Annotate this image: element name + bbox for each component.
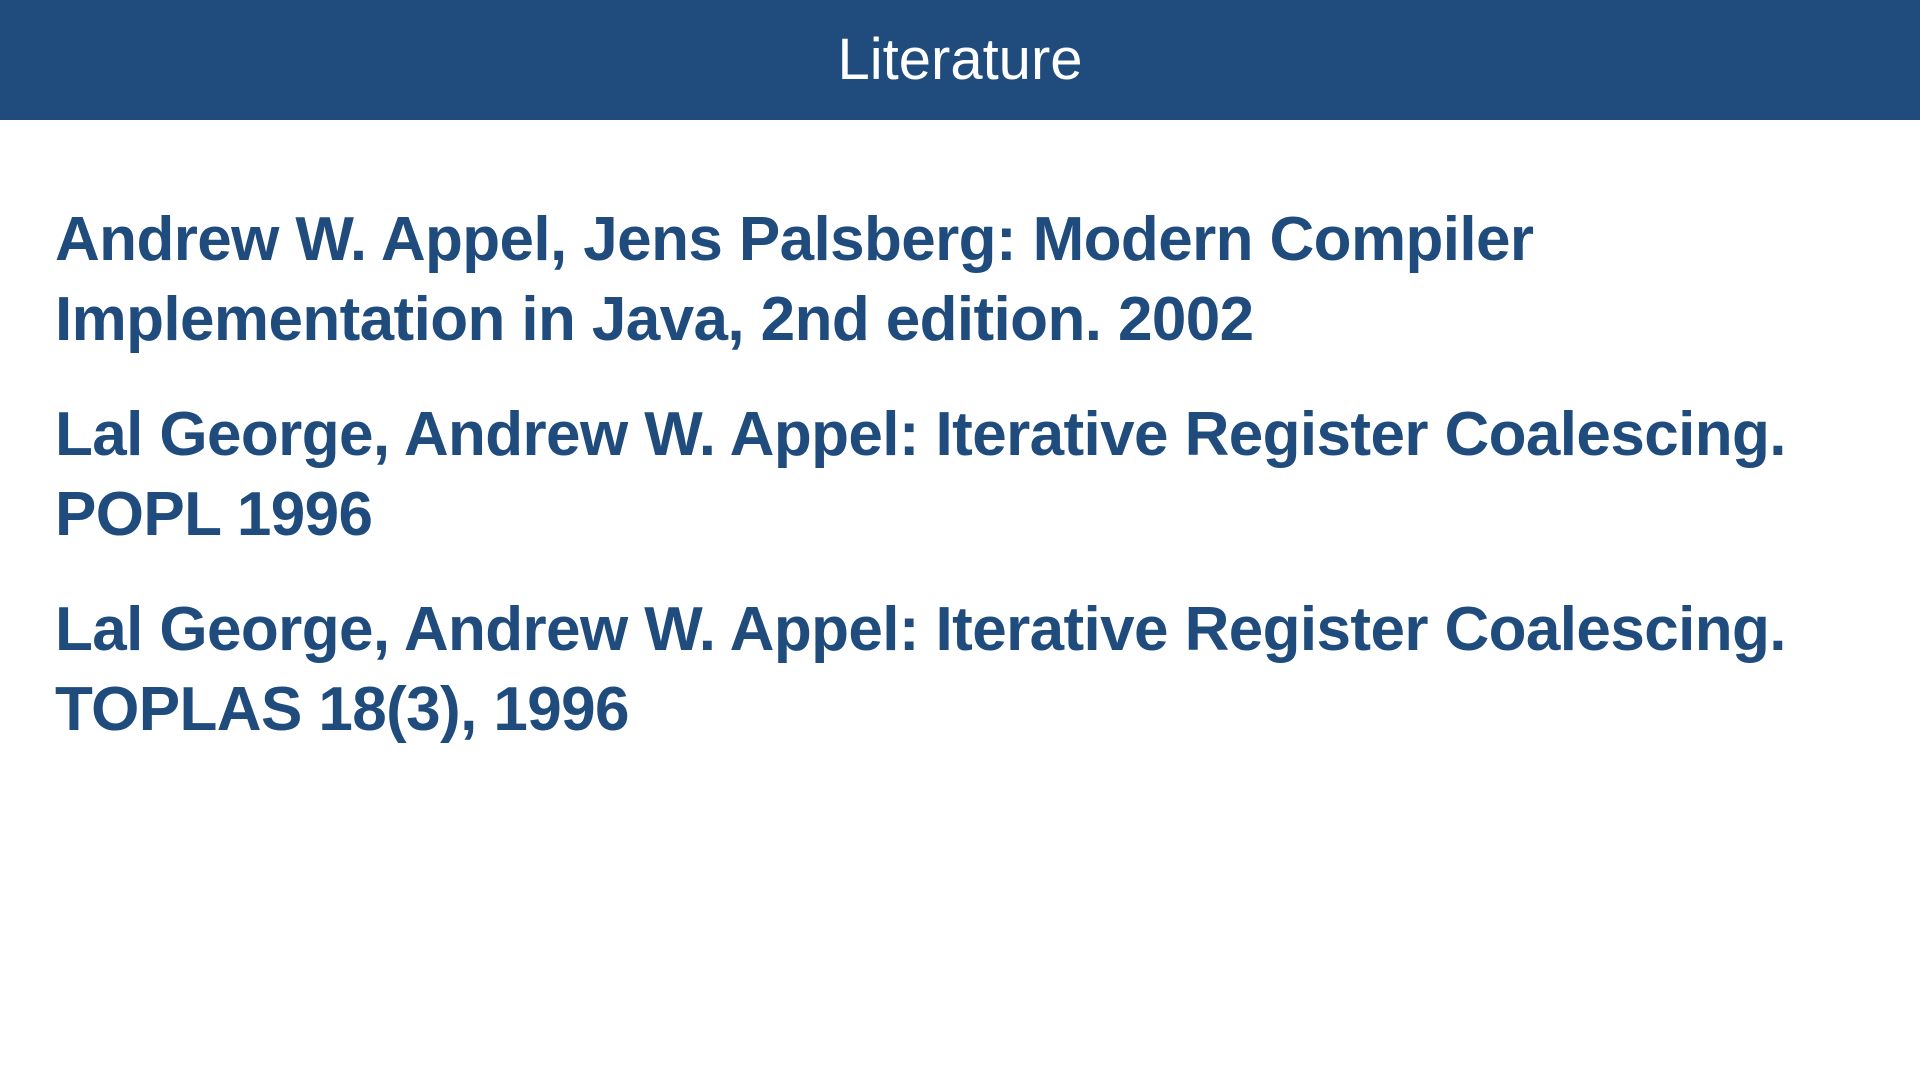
title-bar: Literature: [0, 0, 1920, 120]
reference-line: Implementation in Java, 2nd edition. 200…: [55, 285, 1254, 354]
reference-line: Lal George, Andrew W. Appel: Iterative R…: [55, 400, 1786, 469]
reference-line: Andrew W. Appel, Jens Palsberg: Modern C…: [55, 205, 1534, 274]
reference-line: POPL 1996: [55, 480, 373, 549]
reference-list: Andrew W. Appel, Jens Palsberg: Modern C…: [55, 200, 1900, 785]
reference-item: Andrew W. Appel, Jens Palsberg: Modern C…: [55, 200, 1900, 360]
reference-item: Lal George, Andrew W. Appel: Iterative R…: [55, 590, 1900, 750]
reference-line: Lal George, Andrew W. Appel: Iterative R…: [55, 595, 1786, 664]
reference-line: TOPLAS 18(3), 1996: [55, 675, 629, 744]
reference-item: Lal George, Andrew W. Appel: Iterative R…: [55, 395, 1900, 555]
page-title: Literature: [837, 27, 1083, 92]
